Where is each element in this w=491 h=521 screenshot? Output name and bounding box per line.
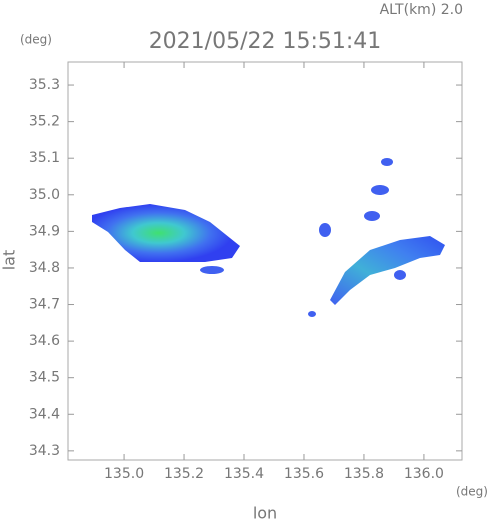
y-tick-label: 34.4 (29, 406, 60, 422)
x-tick-label: 135.4 (224, 466, 264, 482)
y-tick-label: 35.2 (29, 114, 60, 130)
x-tick-label: 135.2 (164, 466, 204, 482)
y-tick-label: 34.9 (29, 223, 60, 239)
echo-region (381, 158, 393, 166)
y-tick-label: 34.7 (29, 297, 60, 313)
y-tick-label: 35.3 (29, 77, 60, 93)
x-tick-label: 135.6 (284, 466, 324, 482)
echo-region (308, 311, 316, 317)
y-tick-label: 34.6 (29, 333, 60, 349)
echo-region (394, 270, 406, 280)
x-tick-label: 136.0 (404, 466, 444, 482)
x-axis-label: lon (253, 504, 277, 521)
echo-region (200, 266, 224, 274)
y-tick-label: 35.0 (29, 187, 60, 203)
y-tick-label: 34.8 (29, 260, 60, 276)
x-tick-label: 135.8 (344, 466, 384, 482)
echo-west (92, 204, 240, 274)
altitude-label: ALT(km) 2.0 (380, 2, 463, 18)
chart-title: 2021/05/22 15:51:41 (149, 29, 382, 54)
echo-region (92, 204, 240, 262)
x-tick-label: 135.0 (104, 466, 144, 482)
echo-region (330, 236, 445, 305)
y-unit: (deg) (20, 33, 52, 47)
echo-east (308, 158, 445, 317)
y-tick-label: 34.3 (29, 443, 60, 459)
echo-region (364, 211, 380, 221)
echo-region (319, 223, 331, 237)
x-unit: (deg) (456, 485, 488, 499)
echo-region (371, 185, 389, 195)
y-axis-label: lat (0, 250, 19, 271)
plot-frame (67, 61, 463, 461)
y-tick-label: 35.1 (29, 150, 60, 166)
y-tick-label: 34.5 (29, 370, 60, 386)
